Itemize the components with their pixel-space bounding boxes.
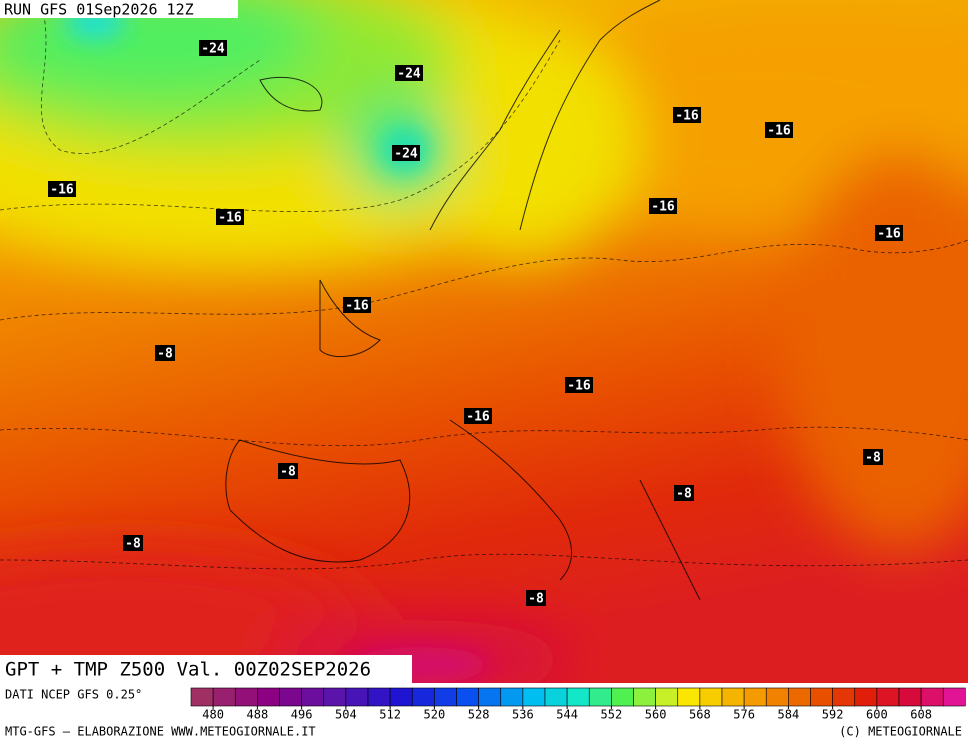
- colorbar-swatch: [898, 687, 922, 707]
- colorbar-swatch: [566, 687, 590, 707]
- contour-label-box: [395, 65, 423, 81]
- colorbar-label: 488: [247, 708, 269, 722]
- colorbar-swatch: [699, 687, 723, 707]
- colorbar-swatch: [588, 687, 612, 707]
- colorbar-label: 480: [202, 708, 224, 722]
- colorbar-swatch: [633, 687, 656, 707]
- map-title: GPT + TMP Z500 Val. 00Z02SEP2026: [5, 659, 371, 681]
- colorbar-label: 600: [866, 708, 888, 722]
- colorbar-swatch: [810, 687, 833, 707]
- contour-label: -8: [865, 451, 881, 466]
- colorbar-label: 536: [512, 708, 534, 722]
- colorbar-swatch: [279, 687, 302, 707]
- contour-label-box: [48, 181, 76, 197]
- title-box: [0, 655, 412, 683]
- contour-label-box: [565, 377, 593, 393]
- colorbar: 480 488 496 504 512 520 528 536 544 552 560 568 576 5…: [190, 687, 966, 722]
- contour-label: -16: [50, 183, 74, 198]
- contour-label: -24: [397, 67, 421, 82]
- contour-label: -16: [675, 109, 699, 124]
- run-label: RUN GFS 01Sep2026 12Z: [4, 1, 194, 19]
- colorbar-swatch: [345, 687, 369, 707]
- source-label: DATI NCEP GFS 0.25°: [5, 688, 142, 702]
- colorbar-label: 520: [424, 708, 446, 722]
- contour-label-box: [649, 198, 677, 214]
- footer-left: MTG-GFS — ELABORAZIONE WWW.METEOGIORNALE…: [5, 725, 316, 739]
- colorbar-swatch: [788, 687, 811, 707]
- colorbar-swatch: [920, 687, 944, 707]
- contour-labels: -24 -24 -24 -16 -16 -16 -16 -16 -16 -16 -16 -16 -8 -8…: [48, 40, 903, 607]
- colorbar-swatch: [190, 687, 214, 707]
- colorbar-swatch: [478, 687, 502, 707]
- contour-label: -16: [567, 379, 591, 394]
- colorbar-swatch: [212, 687, 236, 707]
- contour-label-box: [875, 225, 903, 241]
- colorbar-label: 496: [291, 708, 313, 722]
- contour-label-box: [674, 485, 694, 501]
- colorbar-swatch: [765, 687, 789, 707]
- contour-label: -8: [528, 592, 544, 607]
- contour-label: -8: [125, 537, 141, 552]
- contour-label-box: [765, 122, 793, 138]
- contour-label-box: [199, 40, 227, 56]
- colorbar-swatch: [876, 687, 900, 707]
- contour-label-box: [278, 463, 298, 479]
- colorbar-swatch: [743, 687, 767, 707]
- contour-label: -16: [877, 227, 901, 242]
- footer-right: (C) METEOGIORNALE: [839, 725, 962, 739]
- colorbar-swatch: [832, 687, 856, 707]
- contour-label: -16: [218, 211, 242, 226]
- contour-label: -16: [651, 200, 675, 215]
- contour-label: -16: [767, 124, 791, 139]
- colorbar-swatch: [234, 687, 258, 707]
- colorbar-swatch: [854, 687, 878, 707]
- colorbar-swatch: [611, 687, 634, 707]
- contour-label-box: [343, 297, 371, 313]
- contour-label: -16: [345, 299, 369, 314]
- colorbar-label: 504: [335, 708, 357, 722]
- colorbar-label: 528: [468, 708, 490, 722]
- colorbar-swatch: [323, 687, 347, 707]
- colorbar-swatch: [389, 687, 413, 707]
- contour-label-box: [673, 107, 701, 123]
- contour-label-box: [123, 535, 143, 551]
- colorbar-swatch: [544, 687, 568, 707]
- contour-label: -16: [466, 410, 490, 425]
- contour-label-box: [863, 449, 883, 465]
- colorbar-label: 568: [689, 708, 711, 722]
- colorbar-label: 576: [733, 708, 755, 722]
- colorbar-label: 544: [556, 708, 578, 722]
- colorbar-swatch: [456, 687, 479, 707]
- colorbar-label: 584: [778, 708, 800, 722]
- colorbar-swatch: [522, 687, 546, 707]
- colorbar-label: 560: [645, 708, 667, 722]
- colorbar-swatch: [500, 687, 524, 707]
- contour-label-box: [155, 345, 175, 361]
- colorbar-swatch: [721, 687, 745, 707]
- contour-label: -8: [280, 465, 296, 480]
- colorbar-swatch: [411, 687, 435, 707]
- map: [0, 0, 968, 683]
- colorbar-swatch: [257, 687, 280, 707]
- colorbar-swatch: [655, 687, 679, 707]
- contour-label-box: [464, 408, 492, 424]
- contour-label-box: [526, 590, 546, 606]
- contour-label-box: [216, 209, 244, 225]
- colorbar-label: 512: [379, 708, 401, 722]
- colorbar-label: 608: [910, 708, 932, 722]
- colorbar-label: 592: [822, 708, 844, 722]
- contour-label: -24: [201, 42, 225, 57]
- colorbar-label: 552: [601, 708, 623, 722]
- colorbar-swatch: [301, 687, 325, 707]
- contour-label: -8: [157, 347, 173, 362]
- contour-label: -8: [676, 487, 692, 502]
- colorbar-swatch: [367, 687, 391, 707]
- contour-label: -24: [394, 147, 418, 162]
- colorbar-swatch: [942, 687, 966, 707]
- header-box: [0, 0, 238, 18]
- contour-label-box: [392, 145, 420, 161]
- colorbar-swatch: [434, 687, 457, 707]
- colorbar-swatch: [677, 687, 701, 707]
